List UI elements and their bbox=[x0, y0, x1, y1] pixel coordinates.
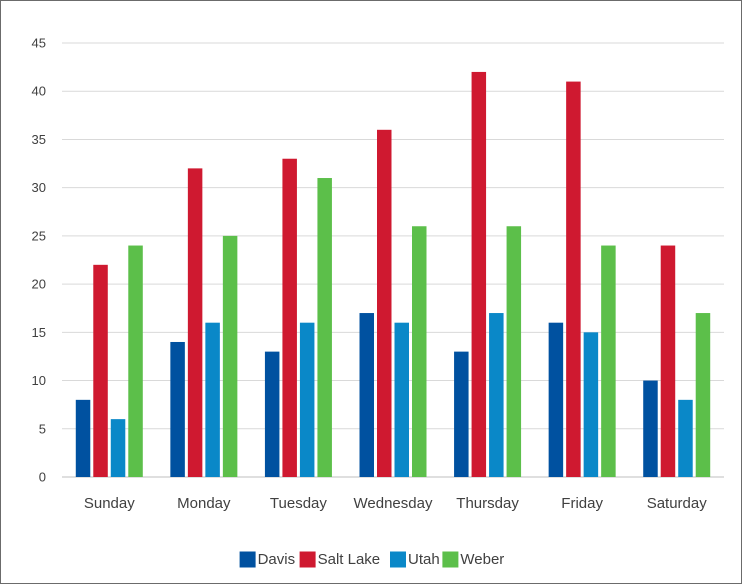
legend-label: Utah bbox=[408, 551, 440, 568]
bar-salt-lake-wednesday bbox=[377, 129, 392, 478]
y-tick-label: 40 bbox=[32, 84, 46, 99]
legend-swatch-utah bbox=[390, 551, 406, 568]
bar-salt-lake-thursday bbox=[471, 71, 487, 477]
bar-weber-wednesday bbox=[412, 226, 427, 477]
x-tick-label: Saturday bbox=[647, 495, 708, 512]
x-tick-label: Monday bbox=[177, 495, 231, 512]
legend-swatch-davis bbox=[239, 551, 256, 568]
y-axis: 0 5 10 15 20 25 30 35 40 45 bbox=[32, 36, 46, 485]
bar-weber-tuesday bbox=[317, 178, 332, 477]
bars bbox=[75, 71, 711, 478]
bar-salt-lake-monday bbox=[187, 168, 203, 477]
bar-salt-lake-sunday bbox=[93, 264, 108, 477]
y-tick-label: 0 bbox=[39, 470, 46, 485]
y-tick-label: 25 bbox=[32, 228, 46, 243]
y-tick-label: 30 bbox=[32, 180, 46, 195]
bar-utah-sunday bbox=[110, 419, 126, 477]
bar-davis-friday bbox=[548, 322, 564, 477]
bar-utah-thursday bbox=[489, 313, 504, 477]
bar-weber-saturday bbox=[695, 313, 711, 477]
bar-weber-friday bbox=[601, 245, 616, 477]
y-tick-label: 5 bbox=[39, 421, 46, 436]
y-tick-label: 35 bbox=[32, 132, 46, 147]
y-tick-label: 15 bbox=[32, 325, 46, 340]
bar-davis-monday bbox=[170, 341, 185, 477]
bar-utah-friday bbox=[583, 332, 599, 477]
bar-utah-monday bbox=[205, 322, 220, 477]
legend-swatch-weber bbox=[442, 551, 459, 568]
bar-weber-monday bbox=[222, 235, 238, 477]
bar-davis-wednesday bbox=[359, 313, 374, 477]
legend-label: Salt Lake bbox=[318, 551, 381, 568]
gridlines bbox=[62, 42, 724, 478]
bar-utah-tuesday bbox=[299, 322, 315, 477]
bar-davis-thursday bbox=[454, 351, 469, 477]
bar-weber-thursday bbox=[506, 226, 522, 477]
y-tick-label: 20 bbox=[32, 277, 46, 292]
x-tick-label: Sunday bbox=[84, 495, 135, 512]
legend-label: Davis bbox=[258, 551, 296, 568]
bar-davis-sunday bbox=[75, 399, 91, 477]
legend-swatch-salt-lake bbox=[299, 551, 316, 568]
bar-davis-saturday bbox=[643, 380, 658, 477]
bar-salt-lake-tuesday bbox=[282, 158, 297, 477]
bar-davis-tuesday bbox=[264, 351, 280, 477]
bar-salt-lake-saturday bbox=[660, 245, 676, 477]
x-axis: Sunday Monday Tuesday Wednesday Thursday Frid… bbox=[84, 495, 707, 512]
legend-label: Weber bbox=[460, 551, 504, 568]
x-tick-label: Wednesday bbox=[354, 495, 433, 512]
legend: Davis Salt Lake Utah Weber bbox=[239, 551, 504, 568]
bar-utah-wednesday bbox=[394, 322, 409, 477]
bar-salt-lake-friday bbox=[566, 81, 581, 478]
x-tick-label: Friday bbox=[561, 495, 603, 512]
x-tick-label: Thursday bbox=[456, 495, 519, 512]
bar-utah-saturday bbox=[678, 399, 693, 477]
y-tick-label: 10 bbox=[32, 373, 46, 388]
x-tick-label: Tuesday bbox=[270, 495, 327, 512]
bar-weber-sunday bbox=[128, 245, 143, 477]
y-tick-label: 45 bbox=[32, 36, 46, 51]
